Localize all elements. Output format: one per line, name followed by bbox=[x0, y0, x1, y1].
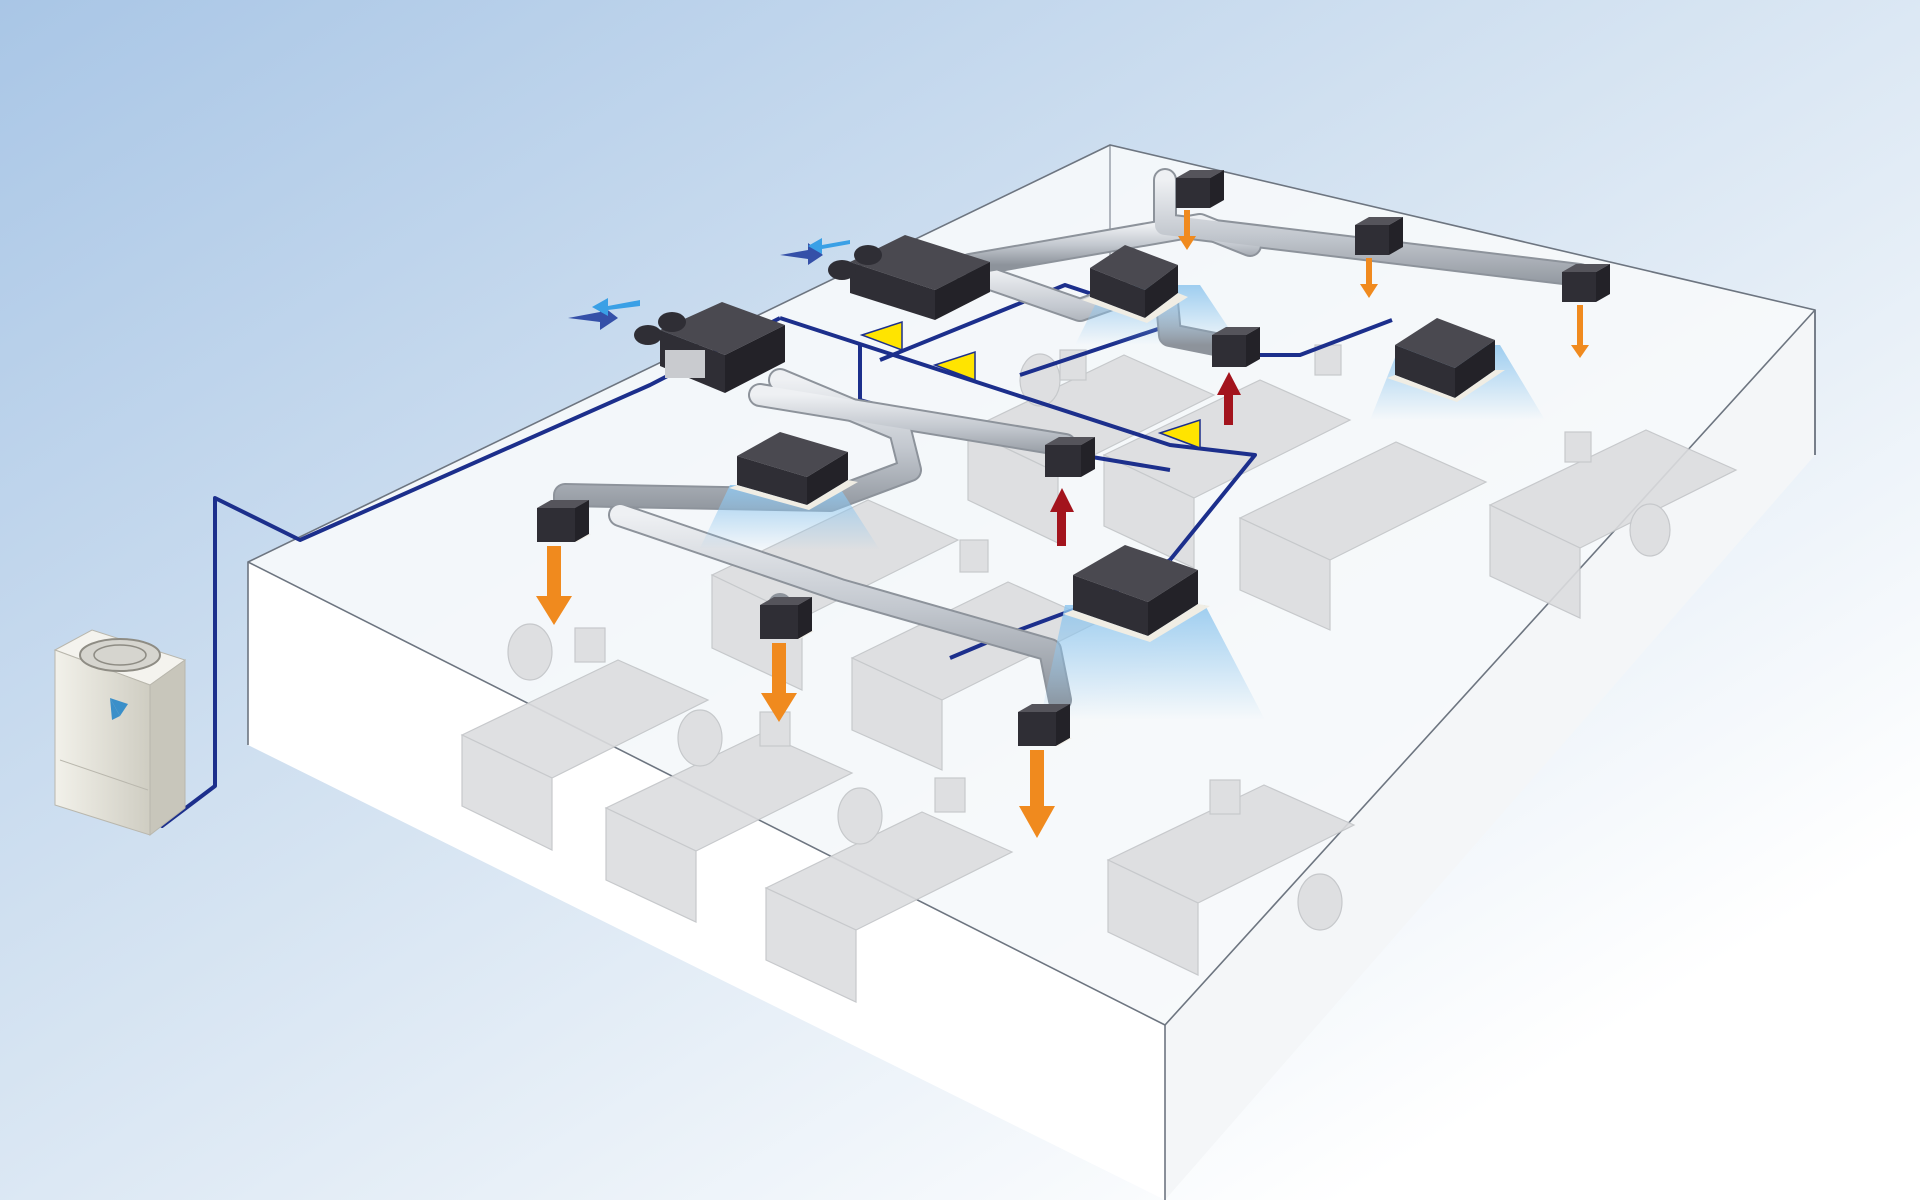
triangle-left-icon bbox=[932, 350, 976, 382]
intake-arrow-icon bbox=[808, 238, 850, 254]
heat-recovery-ventilator-lower bbox=[634, 302, 785, 393]
triangle-left-icon bbox=[1157, 418, 1201, 450]
cassette-unit bbox=[1082, 245, 1188, 323]
cassette-unit bbox=[729, 432, 858, 510]
supply-air-arrows bbox=[536, 210, 1589, 838]
arrow-down-icon bbox=[761, 643, 797, 722]
return-grille bbox=[1045, 437, 1095, 477]
cassette-unit bbox=[1063, 545, 1210, 642]
arrow-down-icon bbox=[1571, 305, 1589, 358]
flow-direction-markers bbox=[859, 320, 1201, 450]
supply-diffuser bbox=[537, 500, 589, 542]
office-furniture bbox=[460, 344, 1738, 1003]
arrow-down-icon bbox=[1360, 258, 1378, 298]
arrow-down-icon bbox=[1178, 210, 1196, 250]
exhaust-arrow-icon bbox=[780, 243, 823, 265]
ventilation-air-arrows bbox=[568, 238, 850, 330]
supply-diffuser bbox=[1355, 217, 1403, 255]
fan-grille-icon bbox=[79, 638, 161, 672]
supply-diffuser bbox=[1562, 264, 1610, 302]
supply-diffuser bbox=[760, 597, 812, 639]
brand-logo-icon bbox=[110, 698, 128, 720]
ceiling-cassette-units bbox=[729, 245, 1505, 642]
office-chairs bbox=[507, 353, 1671, 931]
triangle-left-icon bbox=[859, 320, 903, 352]
outdoor-unit bbox=[53, 629, 187, 837]
slab-left-face bbox=[248, 562, 1165, 1200]
arrow-up-icon bbox=[1217, 372, 1241, 425]
arrow-down-icon bbox=[536, 546, 572, 625]
return-air-arrows bbox=[1050, 372, 1241, 546]
heat-recovery-ventilator-upper bbox=[828, 235, 990, 320]
supply-diffuser bbox=[1018, 704, 1070, 746]
diffusers-and-grilles bbox=[533, 170, 1610, 746]
pipe-main-trunk bbox=[779, 316, 1257, 562]
intake-arrow-icon bbox=[592, 298, 640, 316]
supply-diffuser bbox=[1176, 170, 1224, 208]
monitors bbox=[574, 344, 1592, 815]
arrow-down-icon bbox=[1019, 750, 1055, 838]
arrow-up-icon bbox=[1050, 488, 1074, 546]
desk-row-front bbox=[460, 659, 1014, 1003]
cassette-unit bbox=[1387, 318, 1505, 402]
return-grille bbox=[1212, 327, 1260, 367]
